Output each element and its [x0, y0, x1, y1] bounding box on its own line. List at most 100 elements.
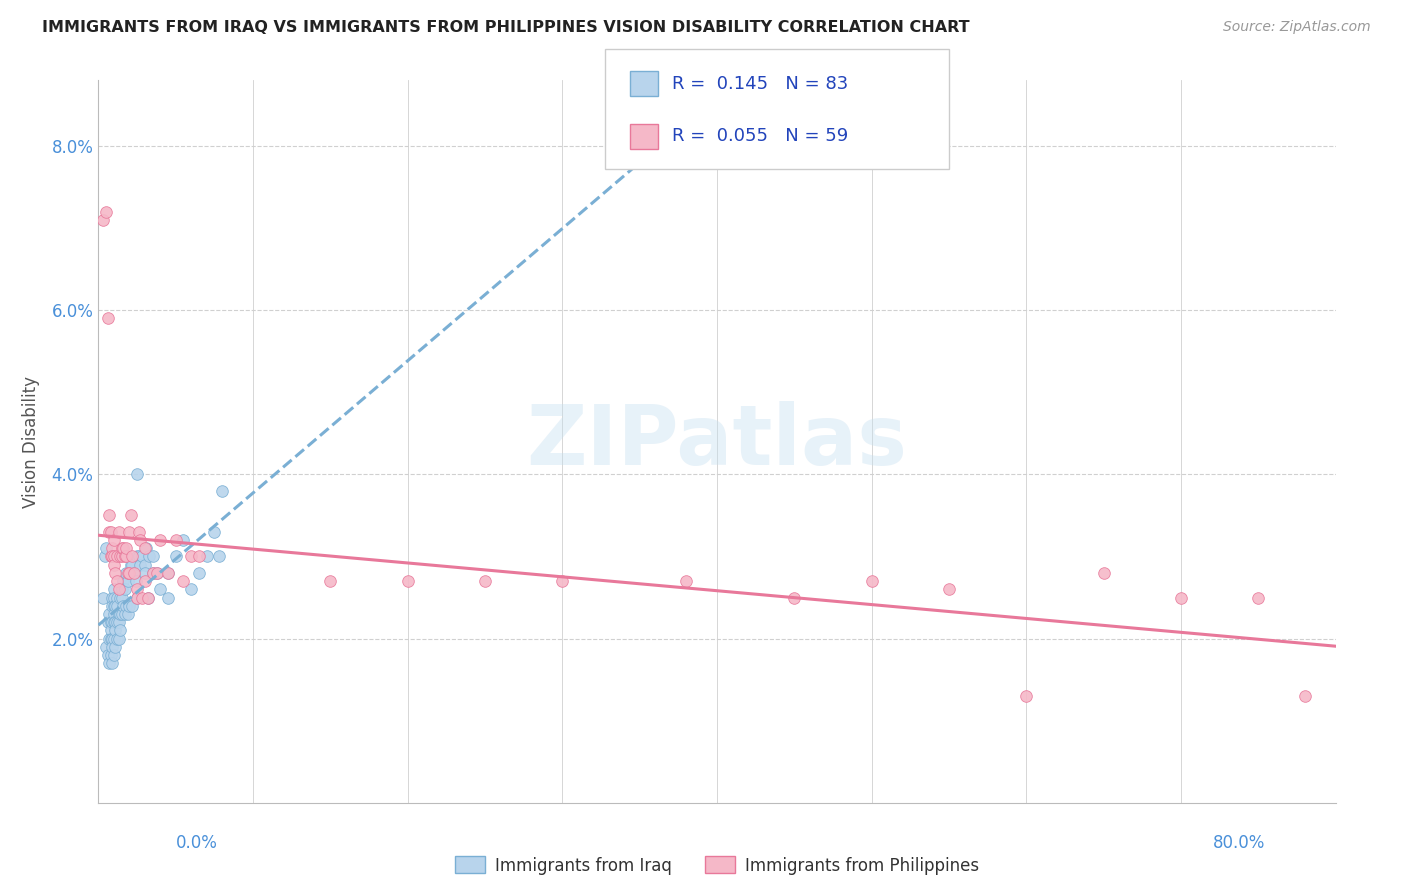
Point: [128, 524, 150, 539]
Point: [141, 566, 165, 580]
Point: [107, 524, 129, 539]
Point: [103, 615, 125, 630]
Point: [124, 574, 146, 588]
Point: [105, 615, 128, 630]
Point: [103, 599, 125, 613]
Point: [104, 566, 127, 580]
Point: [107, 607, 129, 621]
Point: [396, 574, 419, 588]
Point: [103, 558, 125, 572]
Point: [108, 607, 131, 621]
Point: [91, 212, 114, 227]
Point: [108, 549, 131, 564]
Point: [180, 549, 202, 564]
Point: [1247, 591, 1270, 605]
Point: [118, 566, 141, 580]
Point: [98, 632, 121, 646]
Point: [860, 574, 883, 588]
Point: [103, 582, 125, 597]
Point: [204, 524, 226, 539]
Point: [141, 566, 165, 580]
Point: [138, 549, 160, 564]
Point: [115, 549, 138, 564]
Point: [103, 533, 125, 547]
Point: [195, 549, 218, 564]
Point: [111, 582, 132, 597]
Point: [157, 566, 180, 580]
Point: [117, 607, 139, 621]
Point: [114, 582, 136, 597]
Point: [98, 508, 121, 523]
Point: [111, 591, 132, 605]
Point: [100, 648, 122, 662]
Point: [105, 549, 128, 564]
Point: [120, 558, 142, 572]
Point: [115, 566, 138, 580]
Point: [157, 591, 180, 605]
Point: [91, 591, 114, 605]
Point: [131, 591, 153, 605]
Point: [938, 582, 960, 597]
Point: [107, 582, 129, 597]
Point: [101, 599, 124, 613]
Point: [104, 599, 127, 613]
Point: [120, 508, 142, 523]
Point: [108, 624, 131, 638]
Text: 0.0%: 0.0%: [176, 834, 218, 852]
Y-axis label: Vision Disability: Vision Disability: [22, 376, 41, 508]
Point: [117, 566, 139, 580]
Point: [129, 533, 152, 547]
Point: [97, 648, 120, 662]
Point: [103, 549, 125, 564]
Point: [100, 524, 122, 539]
Point: [149, 582, 172, 597]
Point: [188, 549, 211, 564]
Point: [128, 549, 150, 564]
Point: [105, 599, 128, 613]
Point: [96, 541, 118, 556]
Text: R =  0.055   N = 59: R = 0.055 N = 59: [672, 128, 848, 145]
Point: [146, 566, 169, 580]
Point: [105, 632, 128, 646]
Point: [98, 607, 121, 621]
Point: [118, 599, 141, 613]
Point: [93, 549, 115, 564]
Point: [127, 582, 149, 597]
Point: [1170, 591, 1192, 605]
Text: ZIPatlas: ZIPatlas: [527, 401, 907, 482]
Point: [115, 599, 138, 613]
Legend: Immigrants from Iraq, Immigrants from Philippines: Immigrants from Iraq, Immigrants from Ph…: [449, 850, 986, 881]
Point: [104, 624, 127, 638]
Point: [107, 632, 129, 646]
Text: R =  0.145   N = 83: R = 0.145 N = 83: [672, 75, 848, 93]
Point: [149, 533, 172, 547]
Point: [111, 549, 132, 564]
Point: [105, 591, 128, 605]
Point: [98, 657, 121, 671]
Point: [98, 524, 121, 539]
Point: [127, 591, 149, 605]
Point: [146, 566, 169, 580]
Point: [112, 574, 135, 588]
Point: [100, 615, 122, 630]
Point: [97, 615, 120, 630]
Point: [157, 566, 180, 580]
Text: Source: ZipAtlas.com: Source: ZipAtlas.com: [1223, 20, 1371, 34]
Point: [112, 599, 135, 613]
Point: [101, 640, 124, 654]
Point: [122, 566, 145, 580]
Point: [100, 624, 122, 638]
Point: [96, 640, 118, 654]
Point: [114, 549, 136, 564]
Point: [121, 599, 143, 613]
Point: [100, 549, 122, 564]
Point: [107, 615, 129, 630]
Point: [103, 591, 125, 605]
Point: [180, 582, 202, 597]
Point: [165, 549, 187, 564]
Point: [136, 591, 159, 605]
Point: [208, 549, 231, 564]
Point: [675, 574, 697, 588]
Point: [127, 549, 149, 564]
Point: [101, 541, 124, 556]
